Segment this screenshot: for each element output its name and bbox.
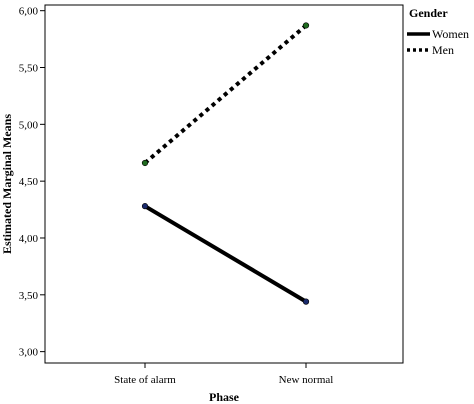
data-point-men	[302, 22, 310, 29]
y-tick-label: 5,00	[19, 119, 39, 131]
legend-label-women: Women	[432, 27, 469, 41]
x-axis-ticks: State of alarm New normal	[114, 363, 333, 386]
data-point-men	[141, 159, 149, 167]
series-layer	[141, 22, 310, 305]
x-tick-label: New normal	[279, 374, 334, 386]
x-axis-title: Phase	[209, 390, 240, 404]
legend: Gender Women Men	[407, 6, 469, 57]
series-line-women	[143, 204, 308, 304]
legend-label-men: Men	[432, 43, 454, 57]
plot-frame	[44, 4, 404, 364]
y-tick-label: 3,00	[19, 347, 39, 359]
y-tick-label: 3,50	[19, 290, 39, 302]
legend-title: Gender	[409, 6, 448, 20]
series-line-men	[143, 23, 308, 165]
y-axis-ticks: 3,00 3,50 4,00 4,50 5,00 5,50 6,00	[19, 6, 45, 359]
data-point-women	[141, 203, 149, 210]
data-point-women	[302, 298, 310, 305]
y-tick-label: 4,50	[19, 176, 39, 188]
y-tick-label: 5,50	[19, 63, 39, 75]
y-tick-label: 4,00	[19, 233, 39, 245]
y-axis-title: Estimated Marginal Means	[0, 114, 14, 254]
y-tick-label: 6,00	[19, 6, 39, 18]
x-tick-label: State of alarm	[114, 374, 176, 386]
